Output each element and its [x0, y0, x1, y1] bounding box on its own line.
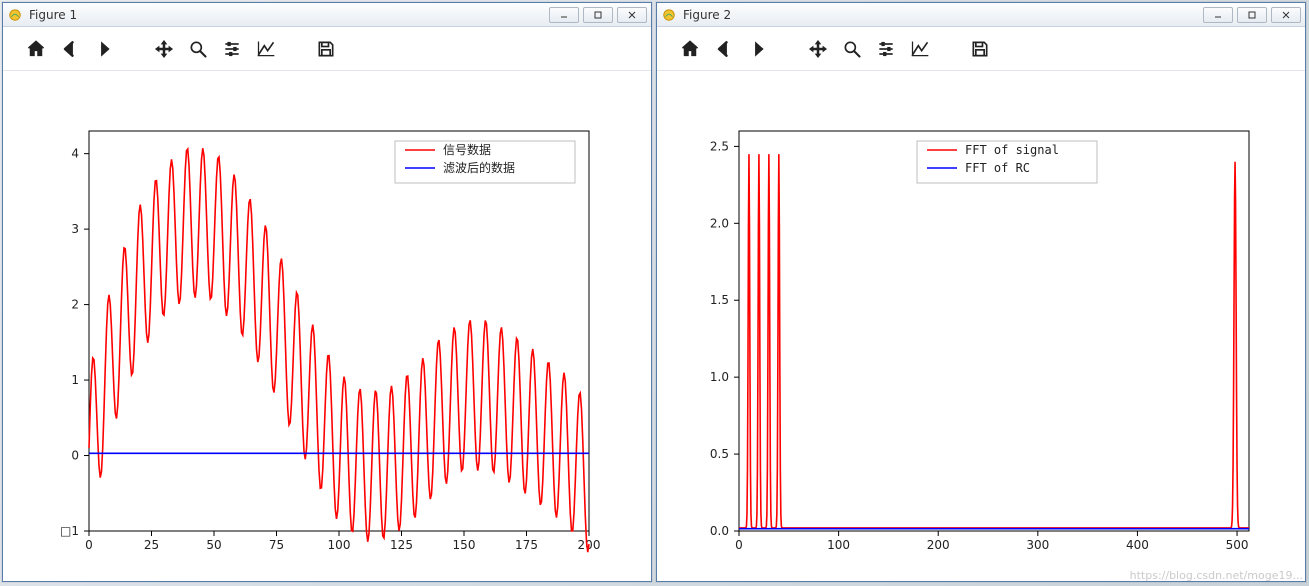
svg-text:0: 0 [71, 449, 79, 463]
svg-text:100: 100 [827, 538, 850, 552]
watermark: https://blog.csdn.net/moge19... [1130, 569, 1303, 582]
svg-text:0.0: 0.0 [710, 524, 729, 538]
save-icon[interactable] [309, 32, 343, 66]
plot-canvas: 0255075100125150175200□101234信号数据滤波后的数据 [3, 71, 651, 581]
pan-icon[interactable] [147, 32, 181, 66]
plot-svg-2: 0 100 200 300 400 500 0.0 0.5 1.0 1.5 2.0 2.5 FFT of… [657, 71, 1307, 581]
svg-text:2.0: 2.0 [710, 216, 729, 230]
figure-window-1: Figure 1 0255075100125150175200□101234信号… [2, 2, 652, 582]
svg-text:3: 3 [71, 222, 79, 236]
svg-text:400: 400 [1126, 538, 1149, 552]
svg-text:25: 25 [144, 538, 159, 552]
svg-text:175: 175 [515, 538, 538, 552]
figure-window-2: Figure 2 0 100 200 300 400 500 0.0 0.5 1.0 1.5 2.0… [656, 2, 1306, 582]
zoom-icon[interactable] [181, 32, 215, 66]
svg-text:0.5: 0.5 [710, 447, 729, 461]
axes-icon[interactable] [249, 32, 283, 66]
svg-text:1.5: 1.5 [710, 293, 729, 307]
app-icon [661, 7, 677, 23]
svg-text:2.5: 2.5 [710, 139, 729, 153]
svg-text:□1: □1 [60, 524, 79, 538]
home-icon[interactable] [673, 32, 707, 66]
svg-text:信号数据: 信号数据 [443, 142, 491, 157]
svg-text:0: 0 [85, 538, 93, 552]
svg-text:50: 50 [206, 538, 221, 552]
toolbar [3, 27, 651, 71]
svg-text:滤波后的数据: 滤波后的数据 [443, 160, 515, 175]
svg-text:0: 0 [735, 538, 743, 552]
pan-icon[interactable] [801, 32, 835, 66]
close-button[interactable] [1271, 7, 1301, 23]
save-icon[interactable] [963, 32, 997, 66]
titlebar: Figure 1 [3, 3, 651, 27]
home-icon[interactable] [19, 32, 53, 66]
maximize-button[interactable] [1237, 7, 1267, 23]
back-icon[interactable] [53, 32, 87, 66]
forward-icon[interactable] [741, 32, 775, 66]
toolbar [657, 27, 1305, 71]
svg-text:1.0: 1.0 [710, 370, 729, 384]
plot-svg-1: 0255075100125150175200□101234信号数据滤波后的数据 [3, 71, 653, 581]
svg-text:4: 4 [71, 147, 79, 161]
svg-text:FFT of signal: FFT of signal [965, 143, 1059, 157]
svg-text:100: 100 [328, 538, 351, 552]
plot-canvas: 0 100 200 300 400 500 0.0 0.5 1.0 1.5 2.0 2.5 FFT of… [657, 71, 1305, 581]
minimize-button[interactable] [1203, 7, 1233, 23]
svg-text:500: 500 [1226, 538, 1249, 552]
axes-icon[interactable] [903, 32, 937, 66]
maximize-button[interactable] [583, 7, 613, 23]
forward-icon[interactable] [87, 32, 121, 66]
app-icon [7, 7, 23, 23]
svg-text:150: 150 [453, 538, 476, 552]
back-icon[interactable] [707, 32, 741, 66]
svg-text:FFT of RC: FFT of RC [965, 161, 1030, 175]
minimize-button[interactable] [549, 7, 579, 23]
svg-text:2: 2 [71, 298, 79, 312]
configure-icon[interactable] [869, 32, 903, 66]
svg-text:1: 1 [71, 373, 79, 387]
window-title: Figure 2 [683, 8, 1203, 22]
svg-text:75: 75 [269, 538, 284, 552]
svg-text:125: 125 [390, 538, 413, 552]
close-button[interactable] [617, 7, 647, 23]
configure-icon[interactable] [215, 32, 249, 66]
titlebar: Figure 2 [657, 3, 1305, 27]
svg-text:200: 200 [927, 538, 950, 552]
zoom-icon[interactable] [835, 32, 869, 66]
svg-text:300: 300 [1026, 538, 1049, 552]
window-title: Figure 1 [29, 8, 549, 22]
